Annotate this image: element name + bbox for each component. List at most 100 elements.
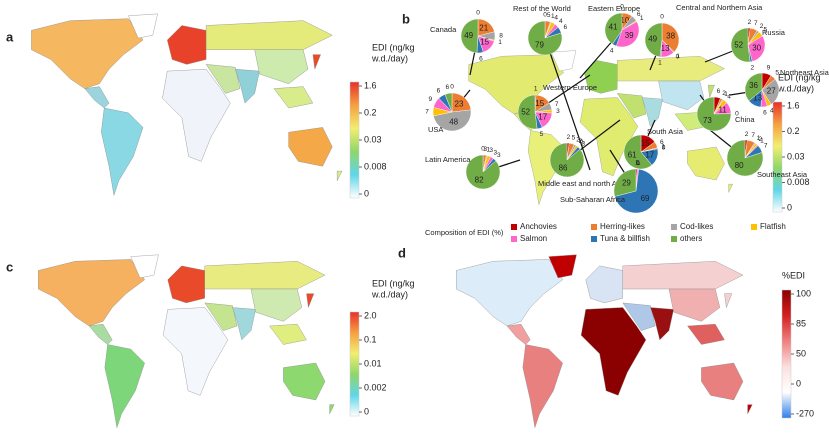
region-label: South Asia xyxy=(647,127,684,136)
colorbar-title: %EDI xyxy=(782,270,805,280)
colorbar xyxy=(349,81,360,199)
tick-label: 0 xyxy=(796,378,801,388)
region-label: China xyxy=(735,115,755,124)
pie-value-label: 48 xyxy=(449,117,458,126)
pie-value-label: 13 xyxy=(661,44,670,53)
pie-value-label: 3 xyxy=(483,146,487,153)
pie-slice xyxy=(527,20,563,56)
colorbar-title: w.d./day) xyxy=(777,83,814,93)
pie-value-label: 1 xyxy=(635,160,639,167)
tick-label: 0 xyxy=(364,188,369,198)
colorbar-title: w.d./day) xyxy=(371,289,408,299)
legend-swatch xyxy=(671,236,677,242)
pie-value-label: 1 xyxy=(551,13,555,20)
pie-slice xyxy=(616,21,640,48)
map-c xyxy=(38,254,335,428)
pie-value-label: 2 xyxy=(722,90,726,97)
pie-value-label: 6 xyxy=(479,56,483,63)
pie-value-label: 0 xyxy=(620,4,624,11)
pie-value-label: 5 xyxy=(547,12,551,19)
pie-value-label: 1 xyxy=(534,86,538,93)
tick-label: 85 xyxy=(796,318,806,328)
region-label: Russia xyxy=(762,28,786,37)
pie-value-label: 7 xyxy=(425,108,429,115)
pie-value-label: 11 xyxy=(719,106,728,115)
pie-value-label: 3 xyxy=(493,149,497,156)
pie-value-label: 0 xyxy=(676,54,680,61)
pie-value-label: 2 xyxy=(579,138,583,145)
tick-label: 0.008 xyxy=(787,177,810,187)
pie-value-label: 9 xyxy=(767,65,771,72)
pie-value-label: 1 xyxy=(662,144,666,151)
pie-value-label: 29 xyxy=(622,179,631,188)
tick-label: 2.0 xyxy=(364,310,377,320)
pie-value-label: 39 xyxy=(625,31,634,40)
region-label: Eastern Europe xyxy=(588,4,640,13)
pie-value-label: 6 xyxy=(637,11,641,18)
tick-label: 0.01 xyxy=(364,358,382,368)
map-d xyxy=(456,254,753,428)
colorbar-title: EDI (ng/kg xyxy=(778,72,821,82)
legend-swatch xyxy=(511,236,517,242)
pie-value-label: 2 xyxy=(748,19,752,26)
region-label: Central and Northern Asia xyxy=(676,3,763,12)
pie-value-label: 0 xyxy=(450,84,454,91)
pie-value-label: 7 xyxy=(764,143,768,150)
tick-label: 50 xyxy=(796,348,806,358)
pie-value-label: 0 xyxy=(660,14,664,21)
pie-value-label: 0 xyxy=(481,146,485,153)
pie-value-label: 52 xyxy=(521,108,530,117)
pie-slice xyxy=(517,94,538,130)
tick-label: 0.1 xyxy=(364,334,377,344)
pie-value-label: 21 xyxy=(479,24,488,33)
pie-value-label: 4 xyxy=(610,47,614,54)
region-label: Northeast Asia xyxy=(780,68,829,77)
pie-value-label: 6 xyxy=(563,24,567,31)
pie-value-label: 69 xyxy=(641,194,650,203)
legend-label: Salmon xyxy=(520,234,547,243)
pie-value-label: 6 xyxy=(660,139,664,146)
pie-value-label: 0 xyxy=(636,160,640,167)
legend-label: Herring-likes xyxy=(600,222,645,231)
pie-value-label: 49 xyxy=(648,35,657,44)
region-label: Latin America xyxy=(425,155,471,164)
pie-slice xyxy=(661,22,680,53)
pie-value-label: 0 xyxy=(636,160,640,167)
tick-label: 0.03 xyxy=(364,134,382,144)
tick-label: 0.002 xyxy=(364,382,387,392)
pie-slice xyxy=(644,22,663,58)
legend-swatch xyxy=(751,224,757,230)
panel-label: c xyxy=(6,259,13,274)
pie-value-label: 9 xyxy=(429,96,433,103)
pie-value-label: 6 xyxy=(437,88,441,95)
pie-value-label: 2 xyxy=(745,131,749,138)
legend-swatch xyxy=(591,224,597,230)
pie-value-label: 79 xyxy=(535,41,544,50)
pie-slice xyxy=(761,78,780,105)
pie-slice xyxy=(549,142,585,178)
tick-label: 100 xyxy=(796,288,811,298)
pie-value-label: 7 xyxy=(754,20,758,27)
pie-value-label: 2 xyxy=(567,134,571,141)
pie-value-label: 3 xyxy=(497,152,501,159)
pie-value-label: 4 xyxy=(554,15,558,22)
pie-value-label: 7 xyxy=(751,132,755,139)
pie-slice xyxy=(604,12,623,45)
pie-value-label: 80 xyxy=(735,161,744,170)
pie-value-label: 41 xyxy=(609,22,618,31)
panel-label: d xyxy=(398,245,406,260)
tick-label: 0 xyxy=(364,406,369,416)
pie-slice xyxy=(444,92,453,113)
pie-slice xyxy=(460,18,479,54)
colorbar xyxy=(772,101,783,213)
pie-value-label: 0 xyxy=(543,12,547,19)
pie-value-label: 1 xyxy=(724,91,728,98)
pie-value-label: 6 xyxy=(445,84,449,91)
pie-slice xyxy=(744,72,763,102)
pie-value-label: 7 xyxy=(555,101,559,108)
pie-value-label: 23 xyxy=(455,99,464,108)
pie-value-label: 1 xyxy=(640,15,644,22)
legend-title: Composition of EDI (%) xyxy=(425,228,504,237)
pie-value-label: 30 xyxy=(752,44,761,53)
